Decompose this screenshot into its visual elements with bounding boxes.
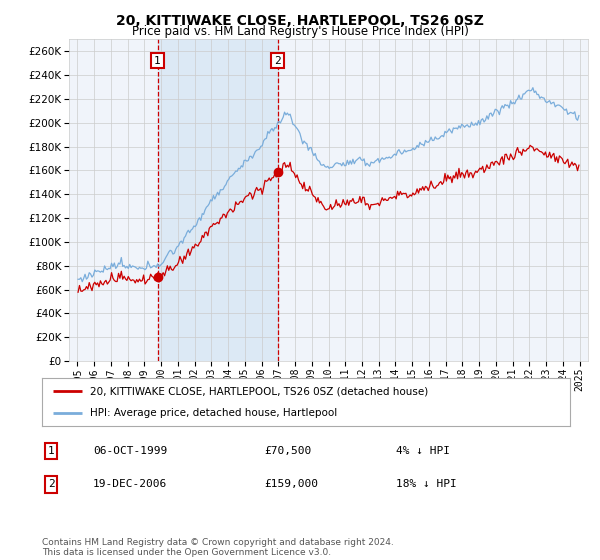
Text: 2: 2 — [47, 479, 55, 489]
Text: 06-OCT-1999: 06-OCT-1999 — [93, 446, 167, 456]
Text: £70,500: £70,500 — [264, 446, 311, 456]
Text: 1: 1 — [47, 446, 55, 456]
Text: £159,000: £159,000 — [264, 479, 318, 489]
Text: Contains HM Land Registry data © Crown copyright and database right 2024.
This d: Contains HM Land Registry data © Crown c… — [42, 538, 394, 557]
Bar — [158, 39, 278, 361]
Text: 1: 1 — [154, 55, 161, 66]
Text: HPI: Average price, detached house, Hartlepool: HPI: Average price, detached house, Hart… — [89, 408, 337, 418]
Text: 20, KITTIWAKE CLOSE, HARTLEPOOL, TS26 0SZ (detached house): 20, KITTIWAKE CLOSE, HARTLEPOOL, TS26 0S… — [89, 386, 428, 396]
Text: 18% ↓ HPI: 18% ↓ HPI — [396, 479, 457, 489]
Text: 19-DEC-2006: 19-DEC-2006 — [93, 479, 167, 489]
Text: 4% ↓ HPI: 4% ↓ HPI — [396, 446, 450, 456]
Text: Price paid vs. HM Land Registry's House Price Index (HPI): Price paid vs. HM Land Registry's House … — [131, 25, 469, 38]
Text: 2: 2 — [274, 55, 281, 66]
Text: 20, KITTIWAKE CLOSE, HARTLEPOOL, TS26 0SZ: 20, KITTIWAKE CLOSE, HARTLEPOOL, TS26 0S… — [116, 14, 484, 28]
